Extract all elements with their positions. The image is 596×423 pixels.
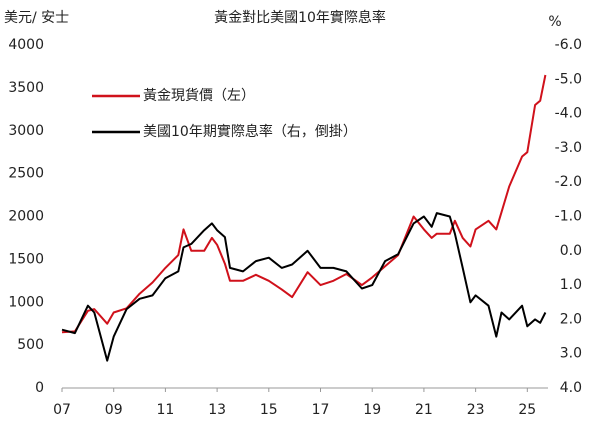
y-tick-label: 2500 bbox=[8, 166, 44, 182]
y2-tick-label: -4.0 bbox=[555, 106, 582, 122]
y2-axis-label: % bbox=[548, 14, 561, 30]
y-tick-label: 3500 bbox=[8, 80, 44, 96]
y-tick-label: 4000 bbox=[8, 37, 44, 53]
x-tick-label: 15 bbox=[260, 402, 278, 418]
legend-label: 黃金現貨價（左） bbox=[143, 87, 255, 104]
y2-tick-label: -6.0 bbox=[555, 37, 582, 53]
y2-tick-label: 1.0 bbox=[560, 277, 582, 293]
chart-title: 黃金對比美國10年實際息率 bbox=[214, 9, 386, 26]
y-axis-label: 美元/ 安士 bbox=[4, 10, 69, 26]
x-tick-label: 21 bbox=[415, 402, 433, 418]
x-tick-label: 17 bbox=[312, 402, 330, 418]
y-tick-label: 1000 bbox=[8, 294, 44, 310]
y-tick-label: 0 bbox=[35, 380, 44, 396]
y-tick-label: 1500 bbox=[8, 251, 44, 267]
x-tick-label: 25 bbox=[518, 402, 536, 418]
y-tick-label: 2000 bbox=[8, 209, 44, 225]
y2-tick-label: 4.0 bbox=[560, 380, 582, 396]
legend-label: 美國10年期實際息率（右，倒掛） bbox=[143, 123, 357, 140]
x-tick-label: 19 bbox=[363, 402, 381, 418]
y2-tick-label: -1.0 bbox=[555, 209, 582, 225]
y2-tick-label: -2.0 bbox=[555, 174, 582, 190]
series-line bbox=[61, 212, 547, 362]
y2-tick-label: 2.0 bbox=[560, 311, 582, 327]
y2-tick-label: -5.0 bbox=[555, 71, 582, 87]
y-tick-label: 500 bbox=[17, 337, 44, 353]
x-tick-label: 09 bbox=[105, 402, 123, 418]
x-tick-label: 07 bbox=[53, 402, 71, 418]
y-tick-label: 3000 bbox=[8, 123, 44, 139]
y2-tick-label: 0.0 bbox=[560, 243, 582, 259]
x-tick-label: 11 bbox=[156, 402, 174, 418]
x-tick-label: 23 bbox=[467, 402, 485, 418]
series-line bbox=[61, 74, 547, 334]
x-tick-label: 13 bbox=[208, 402, 226, 418]
y2-tick-label: 3.0 bbox=[560, 346, 582, 362]
y2-tick-label: -3.0 bbox=[555, 140, 582, 156]
